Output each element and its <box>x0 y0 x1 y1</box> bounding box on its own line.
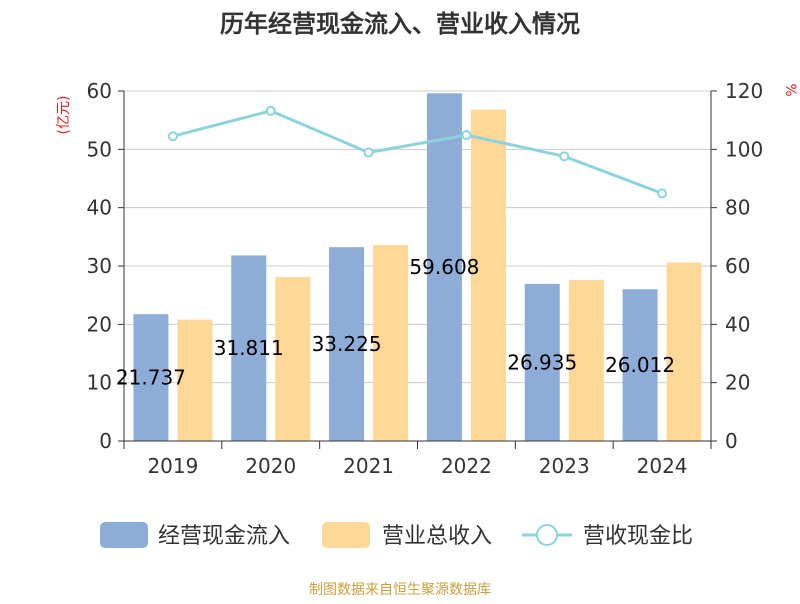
legend: 经营现金流入 营业总收入 营收现金比 <box>100 522 693 549</box>
bar-cash-inflow <box>231 255 267 441</box>
line-point <box>265 105 276 116</box>
axis-layer: 0 10 20 30 40 50 60 0 20 40 60 80 100 120 2019 2020 2021… <box>87 79 764 478</box>
bar-revenue <box>275 277 311 441</box>
y-left-tick-label: 30 <box>87 254 112 278</box>
y-left-tick-label: 10 <box>87 371 112 395</box>
y-left-tick-label: 20 <box>87 312 112 336</box>
line-point <box>657 188 668 199</box>
label-layer: 21.737 31.811 33.225 59.608 26.935 26.012 <box>116 255 675 389</box>
legend-label: 营业总收入 <box>382 524 492 549</box>
line-layer <box>167 105 668 199</box>
legend-label: 经营现金流入 <box>158 524 290 549</box>
y-right-tick-label: 40 <box>725 312 750 336</box>
bar-cash-inflow <box>524 283 560 441</box>
y-left-tick-label: 60 <box>87 79 112 103</box>
legend-swatch <box>100 522 148 548</box>
x-tick-label: 2019 <box>147 454 198 478</box>
y-left-tick-label: 0 <box>99 429 112 453</box>
legend-swatch <box>322 522 370 548</box>
y-right-tick-label: 60 <box>725 254 750 278</box>
line-point <box>461 130 472 141</box>
bar-data-label: 31.811 <box>214 336 284 360</box>
x-tick-label: 2024 <box>637 454 688 478</box>
bar-cash-inflow <box>622 289 658 441</box>
bar-revenue <box>568 280 604 441</box>
line-point <box>167 131 178 142</box>
bar-layer <box>133 93 702 442</box>
y-left-tick-label: 40 <box>87 196 112 220</box>
x-tick-label: 2023 <box>539 454 590 478</box>
x-tick-label: 2020 <box>245 454 296 478</box>
bar-data-label: 59.608 <box>409 255 479 279</box>
bar-revenue <box>666 262 702 441</box>
x-tick-label: 2022 <box>441 454 492 478</box>
bar-data-label: 21.737 <box>116 366 186 390</box>
line-point <box>363 147 374 158</box>
bar-data-label: 26.012 <box>605 353 675 377</box>
bar-revenue <box>470 109 506 442</box>
y-right-tick-label: 100 <box>725 137 763 161</box>
line-ratio <box>172 109 663 195</box>
y-right-tick-label: 120 <box>725 79 763 103</box>
y-right-axis-label: % <box>782 83 798 96</box>
chart-title: 历年经营现金流入、营业收入情况 <box>220 10 580 38</box>
bar-data-label: 33.225 <box>312 332 382 356</box>
bar-revenue <box>177 319 213 441</box>
y-right-tick-label: 20 <box>725 371 750 395</box>
y-left-tick-label: 50 <box>87 137 112 161</box>
legend-label: 营收现金比 <box>583 524 693 549</box>
line-point <box>559 151 570 162</box>
y-right-tick-label: 80 <box>725 196 750 220</box>
source-note: 制图数据来自恒生聚源数据库 <box>309 582 491 598</box>
y-left-axis-label: (亿元) <box>56 96 72 135</box>
bar-revenue <box>373 245 409 441</box>
bar-data-label: 26.935 <box>507 350 577 374</box>
bar-cash-inflow <box>133 314 169 441</box>
legend-marker <box>536 524 558 546</box>
y-right-tick-label: 0 <box>725 429 738 453</box>
bar-cash-inflow <box>329 247 365 441</box>
bar-cash-inflow <box>426 93 462 441</box>
x-tick-label: 2021 <box>343 454 394 478</box>
grid-layer <box>124 90 711 384</box>
